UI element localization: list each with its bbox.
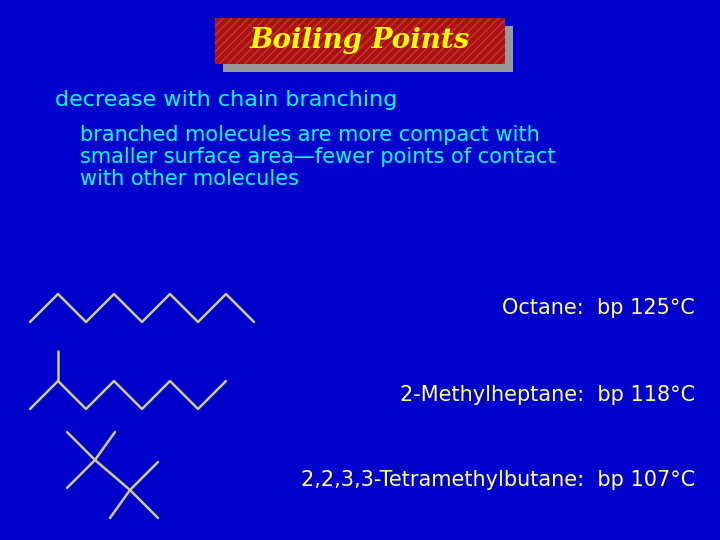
FancyBboxPatch shape — [223, 26, 513, 72]
Text: Boiling Points: Boiling Points — [250, 28, 470, 55]
Text: Octane:  bp 125°C: Octane: bp 125°C — [502, 298, 695, 318]
Text: 2,2,3,3-Tetramethylbutane:  bp 107°C: 2,2,3,3-Tetramethylbutane: bp 107°C — [301, 470, 695, 490]
Text: branched molecules are more compact with: branched molecules are more compact with — [80, 125, 540, 145]
Text: decrease with chain branching: decrease with chain branching — [55, 90, 397, 110]
Text: smaller surface area—fewer points of contact: smaller surface area—fewer points of con… — [80, 147, 556, 167]
Text: with other molecules: with other molecules — [80, 169, 299, 189]
Text: 2-Methylheptane:  bp 118°C: 2-Methylheptane: bp 118°C — [400, 385, 695, 405]
FancyBboxPatch shape — [215, 18, 505, 64]
